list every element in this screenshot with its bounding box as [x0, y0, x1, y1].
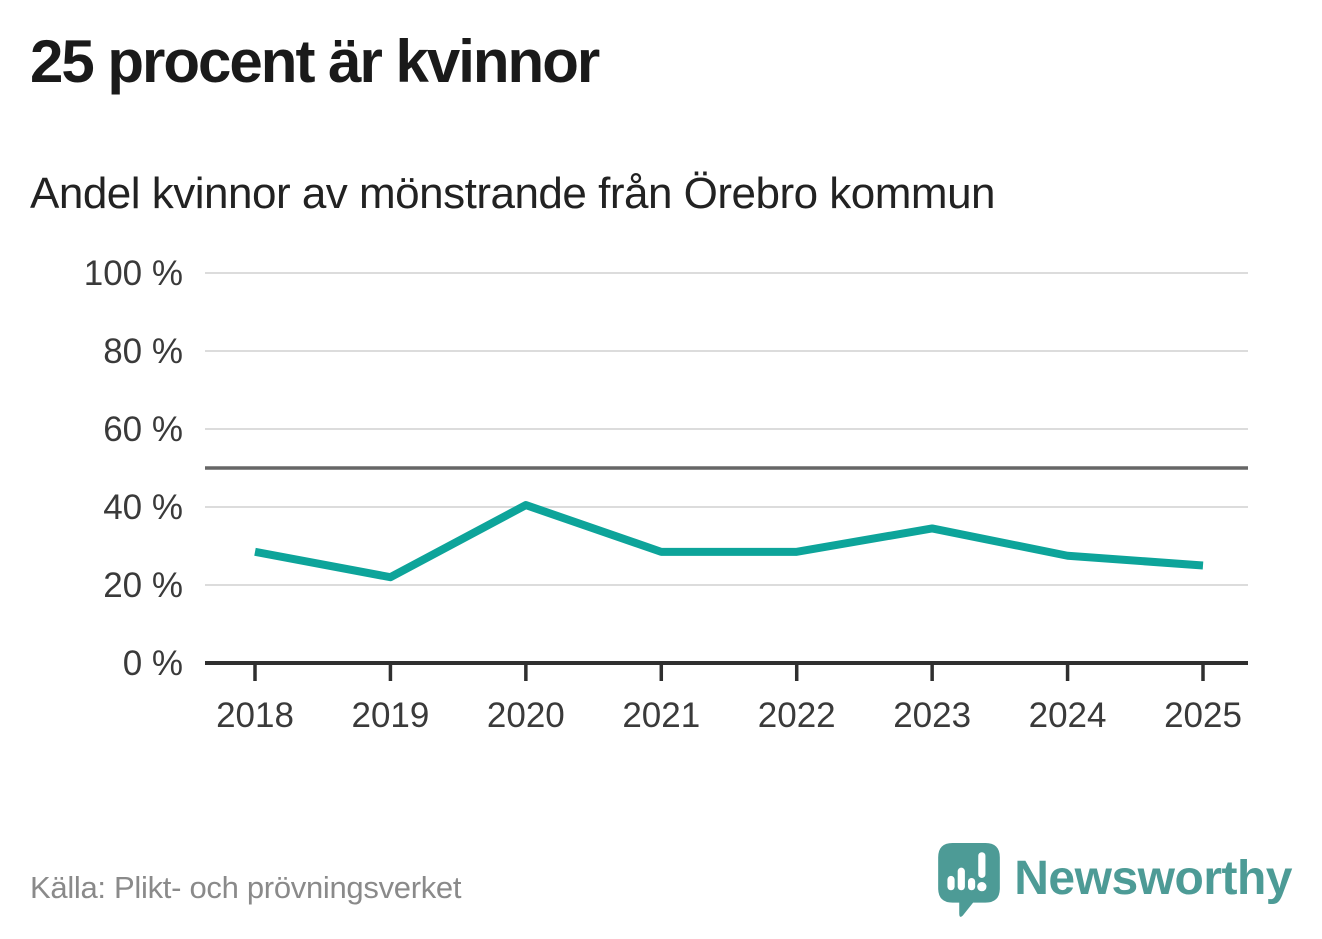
x-tick-label: 2019	[351, 696, 429, 735]
newsworthy-logo: Newsworthy	[938, 843, 1292, 917]
newsworthy-logo-icon	[938, 843, 1001, 917]
data-line	[254, 501, 1204, 582]
chart-subtitle: Andel kvinnor av mönstrande från Örebro …	[30, 169, 996, 218]
chart-title: 25 procent är kvinnor	[30, 28, 600, 95]
y-tick-label: 60 %	[103, 410, 183, 449]
newsworthy-logo-text: Newsworthy	[1014, 852, 1292, 905]
source-note: Källa: Plikt- och prövningsverket	[30, 870, 462, 905]
x-tick-label: 2021	[622, 696, 700, 735]
y-tick-label: 0 %	[123, 644, 183, 683]
x-tick-label: 2024	[1029, 696, 1107, 735]
y-tick-label: 20 %	[103, 566, 183, 605]
x-tick-label: 2018	[216, 696, 294, 735]
y-tick-label: 80 %	[103, 332, 183, 371]
y-tick-label: 100 %	[84, 254, 183, 293]
y-tick-label: 40 %	[103, 488, 183, 527]
x-tick-label: 2023	[893, 696, 971, 735]
x-tick-label: 2025	[1164, 696, 1242, 735]
x-tick-label: 2020	[487, 696, 565, 735]
x-tick-label: 2022	[758, 696, 836, 735]
